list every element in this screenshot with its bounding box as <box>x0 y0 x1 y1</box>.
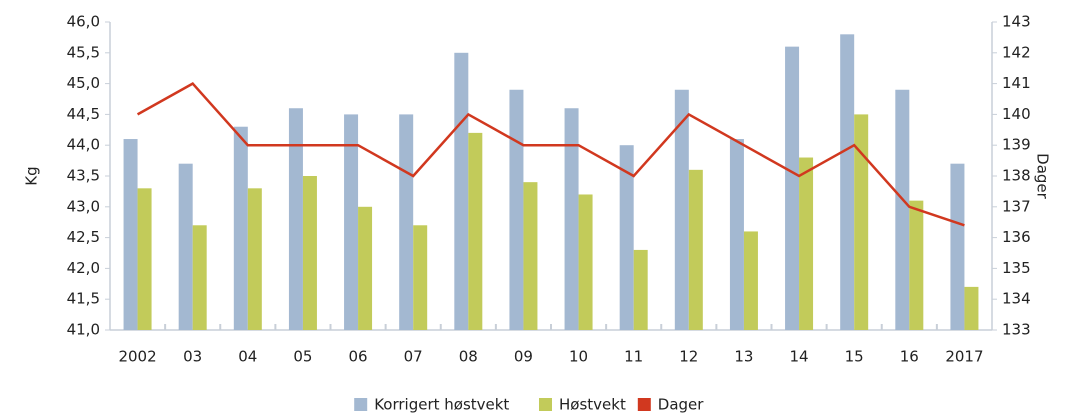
bar <box>454 52 469 331</box>
x-tick-label: 10 <box>569 348 588 366</box>
legend-swatch <box>354 398 368 411</box>
bar <box>674 89 689 330</box>
bar <box>799 157 814 330</box>
bar <box>413 225 428 330</box>
legend-swatch <box>539 398 552 411</box>
x-tick-label: 15 <box>845 348 864 366</box>
bar <box>854 114 869 331</box>
y-tick-label: 45,0 <box>67 74 100 92</box>
bar <box>123 139 138 330</box>
x-tick-label: 03 <box>183 348 202 366</box>
y-tick-label: 45,5 <box>67 43 100 61</box>
bar <box>743 231 758 330</box>
bar <box>564 108 579 331</box>
bar <box>399 114 414 331</box>
bar <box>247 188 262 330</box>
x-tick-label: 04 <box>238 348 257 366</box>
y2-tick-label: 139 <box>1002 136 1031 154</box>
bar <box>523 182 538 330</box>
x-tick-label: 2002 <box>118 348 156 366</box>
bar <box>358 206 373 330</box>
legend-label: Høstvekt <box>559 396 626 414</box>
bar <box>619 145 634 330</box>
y2-tick-label: 138 <box>1002 167 1031 185</box>
bar <box>950 163 965 330</box>
y2-tick-label: 133 <box>1002 321 1031 339</box>
line <box>136 82 965 227</box>
bar <box>178 163 193 330</box>
y-tick-label: 42,5 <box>67 228 100 246</box>
y-tick-label: 41,5 <box>67 290 100 308</box>
x-tick-label: 09 <box>514 348 533 366</box>
y-tick-label: 43,0 <box>67 197 100 215</box>
bar <box>192 225 207 330</box>
x-tick-label: 2017 <box>945 348 983 366</box>
x-tick-label: 11 <box>624 348 643 366</box>
bar <box>288 108 303 331</box>
bar <box>137 188 152 330</box>
y2-tick-label: 136 <box>1002 228 1031 246</box>
bar <box>468 132 483 330</box>
y2-tick-label: 140 <box>1002 105 1031 123</box>
legend-swatch <box>637 398 651 411</box>
x-tick-label: 13 <box>734 348 753 366</box>
y-tick-label: 46,0 <box>67 13 100 31</box>
y2-tick-label: 137 <box>1002 197 1031 215</box>
x-tick-label: 06 <box>349 348 368 366</box>
bar <box>729 139 744 330</box>
legend-label: Dager <box>658 396 704 414</box>
bar <box>633 249 648 330</box>
legend-label: Korrigert høstvekt <box>374 396 509 414</box>
bar <box>909 200 924 330</box>
x-tick-label: 12 <box>679 348 698 366</box>
bar <box>344 114 359 331</box>
x-tick-label: 05 <box>293 348 312 366</box>
y-tick-label: 44,5 <box>67 105 100 123</box>
bar <box>688 169 703 330</box>
bar <box>964 286 979 330</box>
bar <box>840 34 855 330</box>
bar <box>302 176 317 330</box>
y-tick-label: 41,0 <box>67 321 100 339</box>
x-tick-label: 14 <box>790 348 809 366</box>
y2-tick-label: 143 <box>1002 13 1031 31</box>
y2-tick-label: 142 <box>1002 43 1031 61</box>
x-tick-label: 08 <box>459 348 478 366</box>
y2-axis-label: Dager <box>1034 153 1052 199</box>
y2-tick-label: 135 <box>1002 259 1031 277</box>
y2-tick-label: 134 <box>1002 290 1031 308</box>
y-tick-label: 43,5 <box>67 167 100 185</box>
bar <box>578 194 593 330</box>
x-tick-label: 07 <box>404 348 423 366</box>
x-tick-label: 16 <box>900 348 919 366</box>
y-tick-label: 42,0 <box>67 259 100 277</box>
y-tick-label: 44,0 <box>67 136 100 154</box>
y-axis-label: Kg <box>23 166 41 185</box>
bar <box>785 46 800 330</box>
bar <box>233 126 248 330</box>
bar <box>895 89 910 330</box>
bar <box>509 89 524 330</box>
y2-tick-label: 141 <box>1002 74 1031 92</box>
